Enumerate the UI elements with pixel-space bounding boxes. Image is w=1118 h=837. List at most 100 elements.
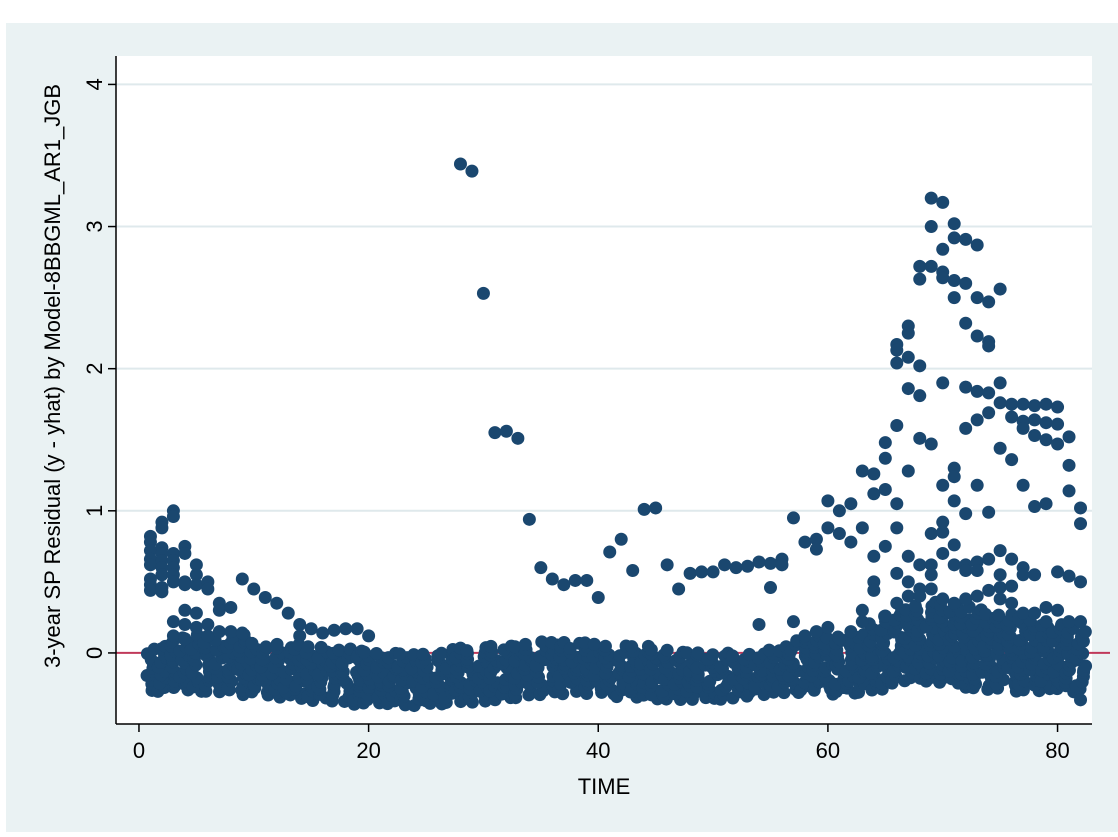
data-point: [947, 470, 961, 484]
data-point: [178, 603, 192, 617]
data-point: [855, 603, 869, 617]
x-axis-label: TIME: [578, 774, 631, 799]
data-point: [878, 451, 892, 465]
data-point: [729, 561, 743, 575]
data-point: [775, 558, 789, 572]
data-point: [982, 552, 996, 566]
data-point: [1051, 603, 1065, 617]
data-point: [706, 565, 720, 579]
data-point: [460, 644, 474, 658]
data-point: [786, 615, 800, 629]
data-point: [924, 582, 938, 596]
x-tick-label: 60: [816, 738, 840, 763]
data-point: [901, 549, 915, 563]
data-point: [970, 564, 984, 578]
data-point: [970, 384, 984, 398]
data-point: [1062, 458, 1076, 472]
data-point: [890, 356, 904, 370]
data-point: [660, 643, 674, 657]
data-point: [901, 350, 915, 364]
data-point: [155, 521, 169, 535]
data-point: [913, 272, 927, 286]
data-point: [993, 282, 1007, 296]
data-point: [1005, 453, 1019, 467]
data-point: [978, 607, 992, 621]
data-point: [1062, 430, 1076, 444]
data-point: [867, 549, 881, 563]
data-point: [913, 359, 927, 373]
data-point: [993, 396, 1007, 410]
data-point: [235, 626, 249, 640]
data-point: [936, 242, 950, 256]
y-axis-label: 3-year SP Residual (y - yhat) by Model-8…: [40, 84, 65, 668]
data-point: [350, 622, 364, 636]
data-point: [786, 511, 800, 525]
data-point: [901, 382, 915, 396]
data-point: [1005, 397, 1019, 411]
data-point: [189, 568, 203, 582]
data-point: [143, 558, 157, 572]
data-point: [1039, 397, 1053, 411]
data-point: [281, 606, 295, 620]
data-point: [855, 521, 869, 535]
data-point: [901, 589, 915, 603]
data-point: [890, 596, 904, 610]
data-point: [924, 568, 938, 582]
data-point: [936, 271, 950, 285]
data-point: [1039, 600, 1053, 614]
data-point: [270, 596, 284, 610]
y-tick-label: 3: [82, 220, 107, 232]
data-point: [947, 291, 961, 305]
data-point: [924, 527, 938, 541]
data-point: [908, 599, 922, 613]
data-point: [878, 482, 892, 496]
data-point: [201, 629, 215, 643]
data-point: [982, 339, 996, 353]
data-point: [304, 622, 318, 636]
data-point: [844, 625, 858, 639]
data-point: [809, 532, 823, 546]
data-point: [1005, 552, 1019, 566]
data-point: [155, 585, 169, 599]
data-point: [545, 572, 559, 586]
data-point: [416, 647, 430, 661]
data-point: [362, 629, 376, 643]
data-point: [293, 629, 307, 643]
data-point: [890, 566, 904, 580]
data-point: [1016, 606, 1030, 620]
axes: [108, 56, 1092, 732]
data-point: [587, 637, 601, 651]
data-point: [741, 559, 755, 573]
data-point: [993, 544, 1007, 558]
data-point: [166, 509, 180, 523]
data-point: [166, 629, 180, 643]
data-point: [178, 618, 192, 632]
data-point: [913, 259, 927, 273]
data-point: [936, 478, 950, 492]
data-point: [947, 538, 961, 552]
data-point: [1074, 615, 1088, 629]
data-point: [369, 646, 383, 660]
data-point: [212, 603, 226, 617]
data-point: [224, 625, 238, 639]
data-point: [763, 556, 777, 570]
data-point: [982, 406, 996, 420]
data-point: [1028, 568, 1042, 582]
data-point: [1028, 606, 1042, 620]
data-point: [924, 558, 938, 572]
data-point: [982, 295, 996, 309]
data-point: [855, 464, 869, 478]
data-point: [959, 507, 973, 521]
data-point: [1039, 433, 1053, 447]
data-point: [1062, 484, 1076, 498]
data-point: [637, 502, 651, 516]
data-point: [993, 592, 1007, 606]
data-point: [189, 578, 203, 592]
data-point: [189, 620, 203, 634]
data-point: [434, 646, 448, 660]
data-point: [327, 623, 341, 637]
data-point: [580, 573, 594, 587]
data-point: [1051, 437, 1065, 451]
data-point: [1005, 579, 1019, 593]
